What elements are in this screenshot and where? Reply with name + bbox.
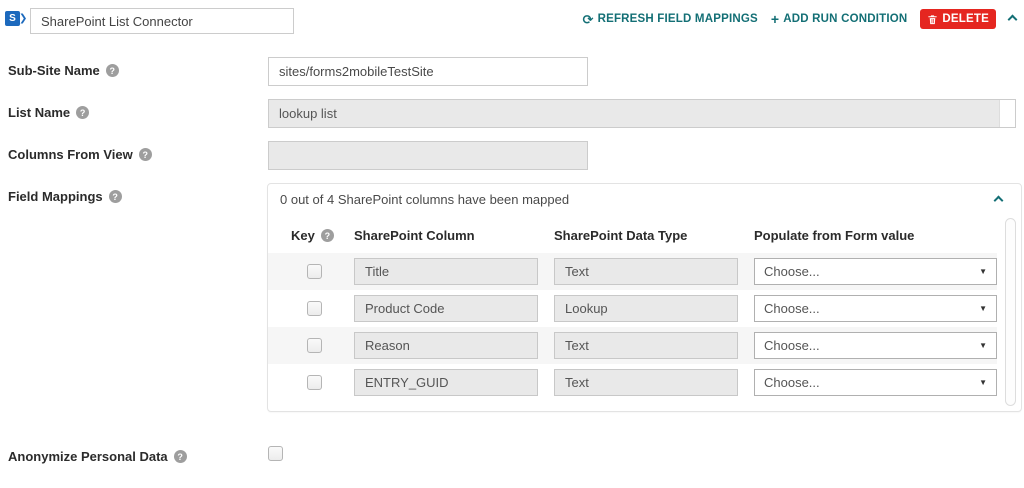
collapse-mappings-chevron-icon[interactable] (993, 195, 1004, 206)
connector-name-input[interactable] (30, 8, 294, 34)
key-header-label: Key (291, 228, 315, 243)
header-actions: ⟳ REFRESH FIELD MAPPINGS + ADD RUN CONDI… (582, 9, 1018, 29)
sharepoint-icon: S ❯ (5, 11, 27, 26)
add-run-condition-button[interactable]: + ADD RUN CONDITION (771, 12, 908, 26)
sharepoint-column-field: Reason (354, 332, 538, 359)
table-row: Product Code Lookup Choose... ▼ (268, 290, 997, 327)
sharepoint-icon-chevron: ❯ (19, 13, 28, 24)
sharepoint-data-type-field: Text (554, 369, 738, 396)
columns-from-view-label-row: Columns From View ? (8, 147, 152, 162)
anonymize-help-icon[interactable]: ? (173, 450, 187, 463)
chevron-down-icon: ▼ (979, 267, 987, 276)
key-checkbox[interactable] (307, 264, 322, 279)
sub-site-name-label-row: Sub-Site Name ? (8, 63, 119, 78)
columns-from-view-label: Columns From View (8, 147, 133, 162)
table-row: Title Text Choose... ▼ (268, 253, 997, 290)
mappings-table-header: Key ? SharePoint Column SharePoint Data … (268, 228, 997, 252)
mappings-scrollbar[interactable] (1005, 218, 1016, 406)
key-checkbox[interactable] (307, 338, 322, 353)
sharepoint-column-header: SharePoint Column (354, 228, 475, 243)
add-run-condition-label: ADD RUN CONDITION (783, 13, 908, 25)
sharepoint-column-field: Title (354, 258, 538, 285)
populate-select-value: Choose... (764, 338, 820, 353)
anonymize-label-row: Anonymize Personal Data ? (8, 449, 187, 464)
columns-from-view-help-icon[interactable]: ? (138, 148, 152, 161)
sharepoint-data-type-field: Lookup (554, 295, 738, 322)
populate-select-value: Choose... (764, 264, 820, 279)
anonymize-checkbox[interactable] (268, 446, 283, 461)
delete-label: DELETE (942, 13, 989, 25)
key-checkbox[interactable] (307, 375, 322, 390)
populate-select-value: Choose... (764, 375, 820, 390)
refresh-field-mappings-label: REFRESH FIELD MAPPINGS (597, 13, 758, 25)
sharepoint-data-type-field: Text (554, 332, 738, 359)
populate-select-value: Choose... (764, 301, 820, 316)
anonymize-personal-data-label: Anonymize Personal Data (8, 449, 168, 464)
key-checkbox[interactable] (307, 301, 322, 316)
list-name-field: lookup list (268, 99, 1016, 128)
field-mappings-label: Field Mappings (8, 189, 103, 204)
field-mappings-help-icon[interactable]: ? (108, 190, 122, 203)
field-mappings-panel: 0 out of 4 SharePoint columns have been … (267, 183, 1022, 412)
columns-from-view-field (268, 141, 588, 170)
sharepoint-icon-letter: S (5, 11, 20, 26)
sharepoint-column-field: ENTRY_GUID (354, 369, 538, 396)
sub-site-name-help-icon[interactable]: ? (105, 64, 119, 77)
list-name-label-row: List Name ? (8, 105, 90, 120)
sharepoint-column-field: Product Code (354, 295, 538, 322)
trash-icon (928, 14, 938, 24)
mapping-status-text: 0 out of 4 SharePoint columns have been … (280, 192, 570, 207)
key-help-icon[interactable]: ? (320, 229, 334, 242)
list-name-label: List Name (8, 105, 71, 120)
sub-site-name-label: Sub-Site Name (8, 63, 100, 78)
populate-from-form-select[interactable]: Choose... ▼ (754, 332, 997, 359)
list-name-scrollbar[interactable] (999, 100, 1015, 127)
chevron-down-icon: ▼ (979, 304, 987, 313)
field-mappings-label-row: Field Mappings ? (8, 189, 122, 204)
populate-from-form-value-header: Populate from Form value (754, 228, 915, 243)
collapse-connector-chevron-icon[interactable] (1007, 14, 1018, 24)
table-row: ENTRY_GUID Text Choose... ▼ (268, 364, 997, 401)
sharepoint-data-type-field: Text (554, 258, 738, 285)
list-name-help-icon[interactable]: ? (76, 106, 90, 119)
populate-from-form-select[interactable]: Choose... ▼ (754, 295, 997, 322)
delete-button[interactable]: DELETE (920, 9, 996, 29)
populate-from-form-select[interactable]: Choose... ▼ (754, 258, 997, 285)
sub-site-name-input[interactable] (268, 57, 588, 86)
refresh-icon: ⟳ (582, 11, 594, 27)
refresh-field-mappings-button[interactable]: ⟳ REFRESH FIELD MAPPINGS (582, 13, 757, 26)
sharepoint-data-type-header: SharePoint Data Type (554, 228, 688, 243)
populate-from-form-select[interactable]: Choose... ▼ (754, 369, 997, 396)
chevron-down-icon: ▼ (979, 341, 987, 350)
list-name-value: lookup list (279, 106, 337, 121)
table-row: Reason Text Choose... ▼ (268, 327, 997, 364)
plus-icon: + (770, 11, 780, 27)
mappings-table-rows: Title Text Choose... ▼ Product Code Look… (268, 253, 997, 401)
chevron-down-icon: ▼ (979, 378, 987, 387)
key-column-header: Key ? (291, 228, 334, 243)
